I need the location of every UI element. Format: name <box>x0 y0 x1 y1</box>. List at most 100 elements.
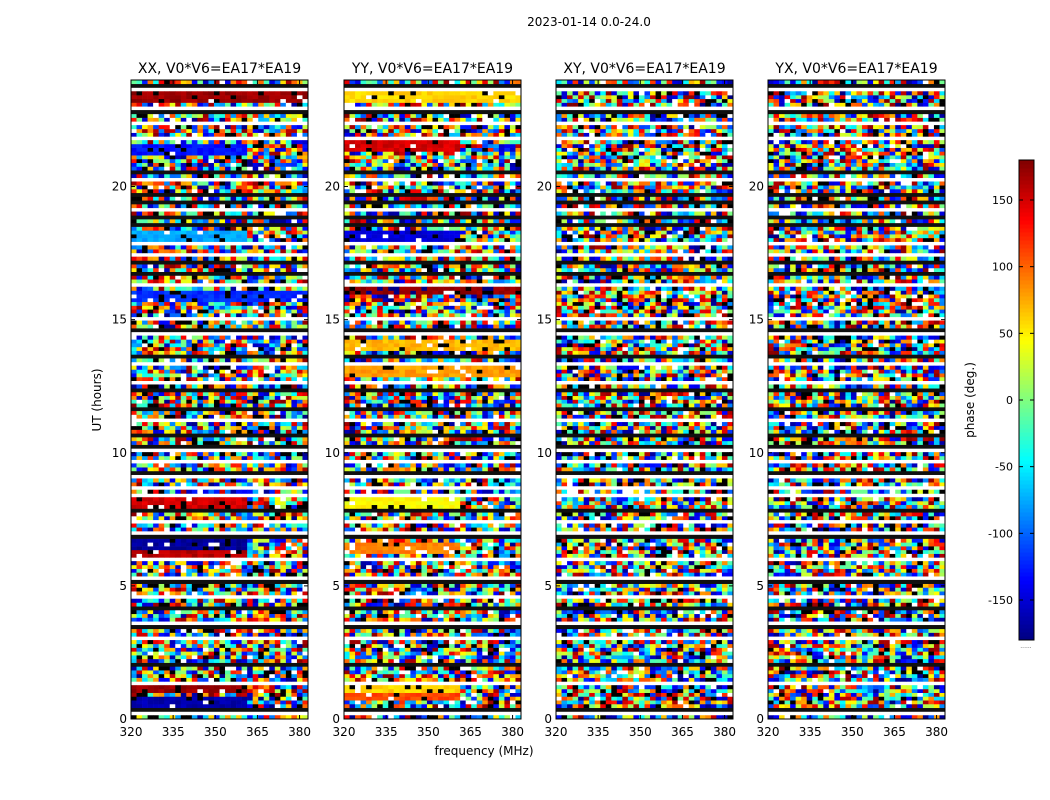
colorbar-segment <box>1019 544 1034 549</box>
colorbar-segment <box>1019 532 1034 537</box>
colorbar-tick-label: -100 <box>988 527 1013 540</box>
colorbar-segment <box>1019 440 1034 445</box>
colorbar-segment <box>1019 276 1034 281</box>
x-tick-label: 365 <box>459 725 482 739</box>
colorbar-segment <box>1019 316 1034 321</box>
x-tick-label: 350 <box>841 725 864 739</box>
colorbar-segment <box>1019 636 1034 641</box>
colorbar-segment <box>1019 348 1034 353</box>
y-tick-label: 20 <box>112 180 127 194</box>
colorbar-segment <box>1019 256 1034 261</box>
x-tick-label: 350 <box>629 725 652 739</box>
x-tick-label: 365 <box>246 725 269 739</box>
colorbar-segment <box>1019 416 1034 421</box>
heatmap-cells <box>768 80 945 719</box>
colorbar-segment <box>1019 228 1034 233</box>
x-tick-label: 380 <box>288 725 311 739</box>
colorbar-segment <box>1019 456 1034 461</box>
colorbar-segment <box>1019 496 1034 501</box>
colorbar-segment <box>1019 192 1034 197</box>
x-tick-label: 350 <box>204 725 227 739</box>
colorbar-segment <box>1019 604 1034 609</box>
colorbar-segment <box>1019 216 1034 221</box>
colorbar-segment <box>1019 444 1034 449</box>
colorbar-segment <box>1019 632 1034 637</box>
colorbar-segment <box>1019 424 1034 429</box>
colorbar-segment <box>1019 340 1034 345</box>
colorbar-segment <box>1019 204 1034 209</box>
colorbar-tick-label: 50 <box>999 327 1013 340</box>
y-tick-label: 5 <box>119 579 127 593</box>
colorbar-segment <box>1019 236 1034 241</box>
heatmap-cells <box>344 80 521 719</box>
colorbar-segment <box>1019 488 1034 493</box>
colorbar-segment <box>1019 428 1034 433</box>
colorbar-segment <box>1019 232 1034 237</box>
colorbar-segment <box>1019 372 1034 377</box>
colorbar-segment <box>1019 188 1034 193</box>
x-tick-label: 365 <box>671 725 694 739</box>
heatmap-cells <box>131 80 308 719</box>
colorbar-segment <box>1019 476 1034 481</box>
colorbar-segment <box>1019 516 1034 521</box>
x-tick-label: 380 <box>713 725 736 739</box>
colorbar-segment <box>1019 608 1034 613</box>
panel-frame <box>555 79 734 720</box>
colorbar-segment <box>1019 180 1034 185</box>
y-tick-label: 20 <box>325 180 340 194</box>
panel-frame <box>343 79 522 720</box>
colorbar-segment <box>1019 560 1034 565</box>
panel-title: XX, V0*V6=EA17*EA19 <box>138 61 301 77</box>
colorbar-segment <box>1019 304 1034 309</box>
colorbar-segment <box>1019 540 1034 545</box>
y-tick-label: 5 <box>756 579 764 593</box>
y-tick-label: 0 <box>756 712 764 726</box>
colorbar-segment <box>1019 164 1034 169</box>
figure-title: 2023-01-14 0.0-24.0 <box>527 15 651 29</box>
colorbar-tick-label: 150 <box>992 194 1013 207</box>
colorbar-tick-label: 0 <box>1006 394 1013 407</box>
colorbar-segment <box>1019 464 1034 469</box>
colorbar-segment <box>1019 176 1034 181</box>
colorbar-extra-label: ...... <box>1020 643 1032 650</box>
panel-title: YY, V0*V6=EA17*EA19 <box>351 61 513 77</box>
colorbar-segment <box>1019 380 1034 385</box>
colorbar-segment <box>1019 460 1034 465</box>
colorbar-segment <box>1019 612 1034 617</box>
panel-frame <box>767 79 946 720</box>
colorbar-segment <box>1019 420 1034 425</box>
colorbar-segment <box>1019 376 1034 381</box>
colorbar-segment <box>1019 452 1034 457</box>
colorbar-segment <box>1019 352 1034 357</box>
colorbar-segment <box>1019 556 1034 561</box>
panel-3: XY, V0*V6=EA17*EA19 320 335 350 365 380 0 5 10 15… <box>537 61 736 739</box>
colorbar-segment <box>1019 564 1034 569</box>
colorbar-tick-label: -50 <box>995 461 1013 474</box>
colorbar-segment <box>1019 272 1034 277</box>
colorbar-segment <box>1019 244 1034 249</box>
colorbar-segment <box>1019 408 1034 413</box>
colorbar-label: phase (deg.) <box>963 362 977 438</box>
colorbar-segment <box>1019 368 1034 373</box>
colorbar-segment <box>1019 296 1034 301</box>
y-tick-label: 10 <box>749 446 764 460</box>
y-tick-label: 15 <box>537 313 552 327</box>
colorbar-segment <box>1019 412 1034 417</box>
heatmap-panels: XX, V0*V6=EA17*EA19 320 335 350 365 380 0 5 10 15… <box>112 61 948 739</box>
x-tick-label: 320 <box>333 725 356 739</box>
colorbar-segment <box>1019 336 1034 341</box>
colorbar-segment <box>1019 512 1034 517</box>
colorbar-segment <box>1019 360 1034 365</box>
colorbar-segment <box>1019 600 1034 605</box>
y-tick-label: 0 <box>332 712 340 726</box>
colorbar-segment <box>1019 620 1034 625</box>
colorbar-segment <box>1019 616 1034 621</box>
colorbar-segment <box>1019 160 1034 165</box>
panel-1: XX, V0*V6=EA17*EA19 320 335 350 365 380 0 5 10 15… <box>112 61 311 739</box>
colorbar-segment <box>1019 576 1034 581</box>
x-tick-label: 365 <box>883 725 906 739</box>
colorbar-segment <box>1019 220 1034 225</box>
colorbar-segment <box>1019 472 1034 477</box>
x-tick-label: 335 <box>799 725 822 739</box>
heatmap-cells <box>556 80 733 719</box>
